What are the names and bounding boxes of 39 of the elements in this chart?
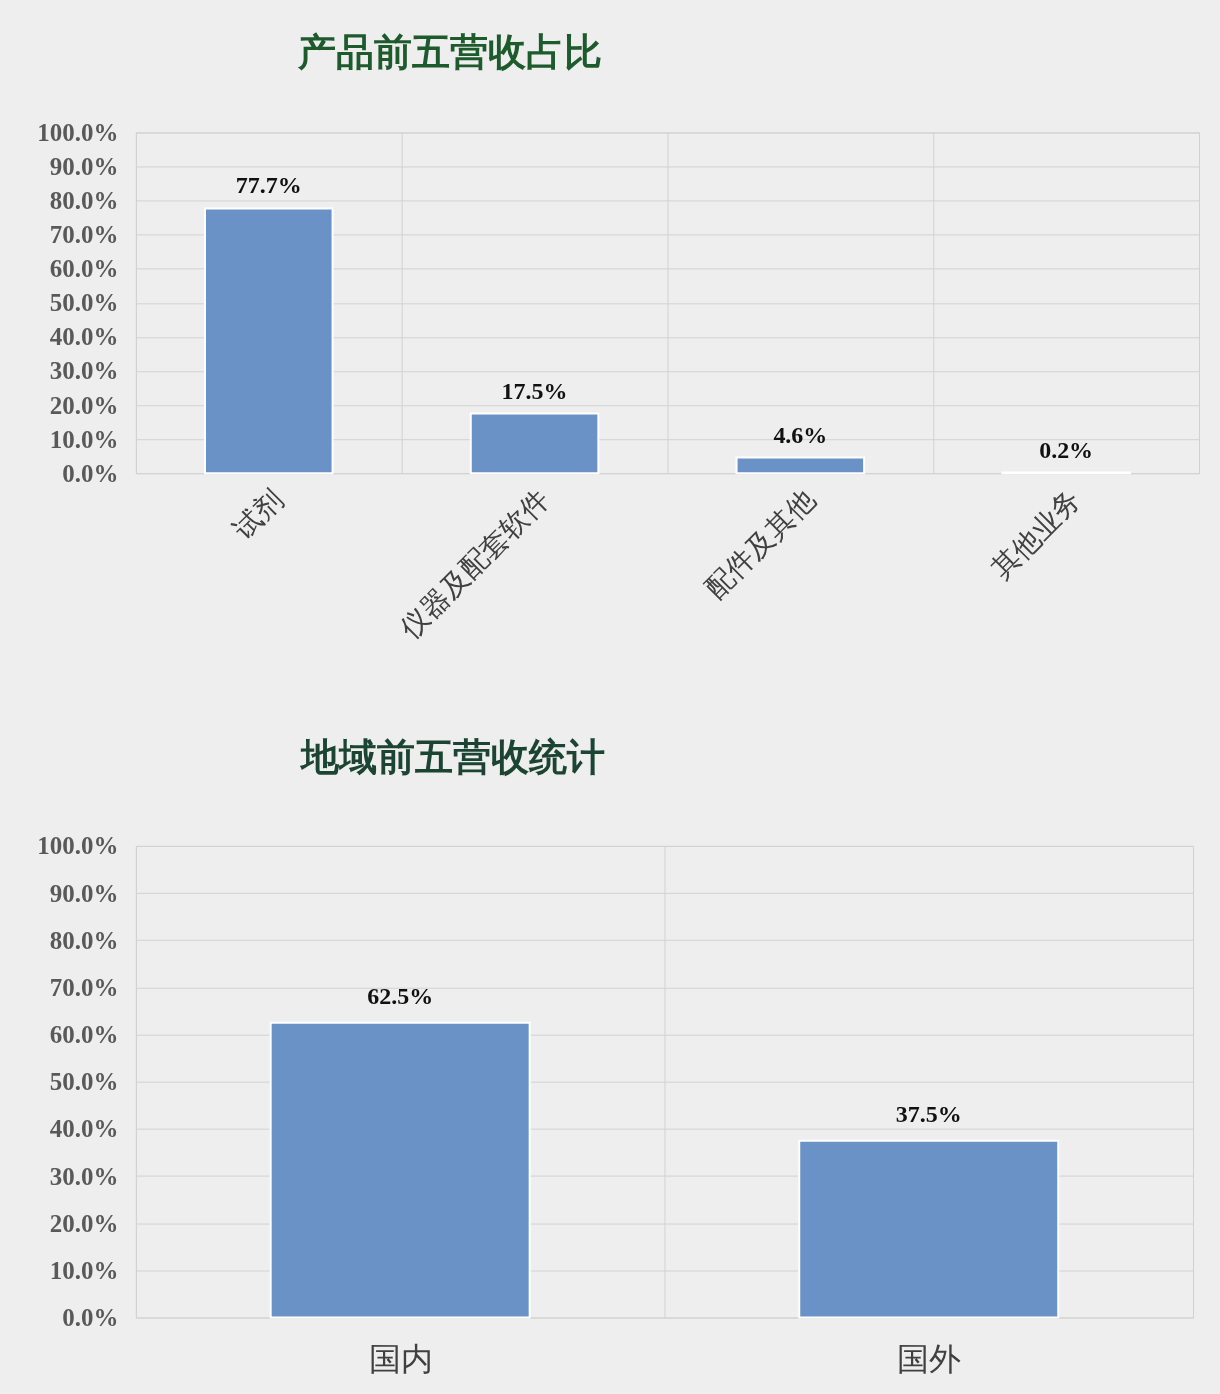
x-tick-label: 试剂 <box>227 483 290 546</box>
y-tick-label: 0.0% <box>62 459 119 487</box>
data-label: 77.7% <box>235 172 302 199</box>
y-tick-label: 60.0% <box>49 1021 119 1049</box>
x-tick-label: 其他业务 <box>985 483 1087 585</box>
y-tick-label: 50.0% <box>49 1068 119 1096</box>
y-tick-label: 100.0% <box>37 118 119 146</box>
y-tick-label: 0.0% <box>62 1303 119 1331</box>
y-tick-label: 40.0% <box>49 1115 119 1143</box>
y-tick-label: 70.0% <box>49 221 119 249</box>
y-tick-label: 10.0% <box>49 1256 119 1284</box>
y-tick-label: 20.0% <box>49 1209 119 1237</box>
bar <box>203 207 334 475</box>
y-tick-label: 10.0% <box>49 425 119 453</box>
y-tick-label: 40.0% <box>49 323 119 351</box>
x-tick-label: 配件及其他 <box>699 483 821 605</box>
x-tick-label: 仪器及配套软件 <box>394 483 555 645</box>
data-label: 0.2% <box>1039 436 1094 463</box>
y-tick-label: 100.0% <box>37 832 119 860</box>
y-tick-label: 30.0% <box>49 1162 119 1190</box>
y-tick-label: 60.0% <box>49 255 119 283</box>
data-label: 37.5% <box>895 1100 962 1127</box>
bar <box>735 456 866 475</box>
data-label: 4.6% <box>773 421 828 448</box>
y-tick-label: 50.0% <box>49 289 119 317</box>
data-label: 62.5% <box>367 982 434 1009</box>
y-tick-label: 70.0% <box>49 973 119 1001</box>
chart-title: 地域前五营收统计 <box>298 735 605 778</box>
y-tick-label: 80.0% <box>49 187 119 215</box>
y-tick-label: 90.0% <box>49 153 119 181</box>
y-tick-label: 90.0% <box>49 879 119 907</box>
x-tick-label: 国外 <box>897 1341 962 1377</box>
x-tick-label: 国内 <box>368 1341 433 1377</box>
bar <box>469 412 600 475</box>
chart-title: 产品前五营收占比 <box>296 30 602 73</box>
y-tick-label: 30.0% <box>49 357 119 385</box>
data-label: 17.5% <box>501 377 568 404</box>
y-tick-label: 20.0% <box>49 391 119 419</box>
y-tick-label: 80.0% <box>49 926 119 954</box>
